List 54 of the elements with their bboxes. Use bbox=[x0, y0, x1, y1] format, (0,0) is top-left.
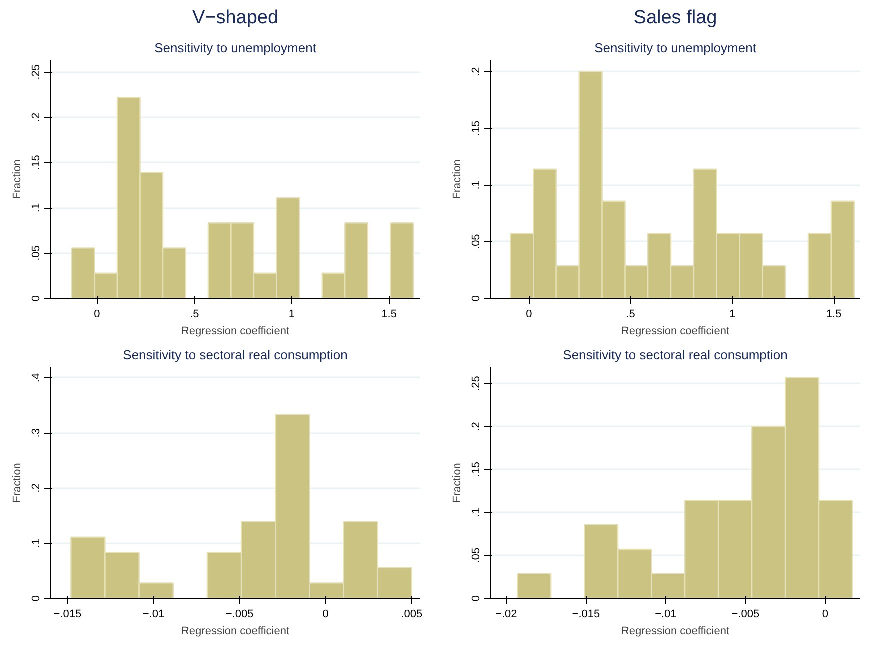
x-axis-title: Regression coefficient bbox=[181, 626, 290, 638]
y-tick-label: .05 bbox=[470, 548, 482, 564]
x-tick-label: 0 bbox=[94, 308, 100, 320]
y-tick-label: .1 bbox=[470, 180, 482, 190]
x-tick-label: .005 bbox=[401, 608, 423, 620]
x-tick-label: 1 bbox=[729, 308, 736, 320]
y-tick-label: 0 bbox=[30, 295, 42, 302]
x-axis-title: Regression coefficient bbox=[181, 326, 290, 338]
chart-subtitle: Sensitivity to unemployment bbox=[154, 40, 317, 56]
x-tick-label: −.01 bbox=[655, 608, 677, 620]
chart-subtitle: Sensitivity to unemployment bbox=[594, 40, 757, 56]
y-tick-label: .2 bbox=[470, 67, 482, 76]
chart-title: V−shaped bbox=[192, 8, 279, 28]
x-tick-label: .5 bbox=[626, 308, 636, 320]
y-tick-label: .2 bbox=[30, 484, 42, 493]
y-tick-label: .1 bbox=[30, 203, 42, 213]
x-tick-label: −.005 bbox=[732, 608, 760, 620]
y-tick-label: .4 bbox=[30, 373, 42, 383]
x-tick-label: −.015 bbox=[54, 608, 82, 620]
y-tick-label: .1 bbox=[30, 538, 42, 548]
y-tick-label: 0 bbox=[30, 595, 42, 602]
chart-subtitle: Sensitivity to sectoral real consumption bbox=[123, 348, 348, 362]
y-tick-label: .15 bbox=[470, 462, 482, 478]
y-axis-title: Fraction bbox=[12, 463, 24, 503]
y-tick-label: 0 bbox=[470, 295, 482, 302]
x-tick-label: 1 bbox=[288, 308, 296, 320]
x-tick-label: −.015 bbox=[572, 608, 600, 620]
y-tick-label: .15 bbox=[470, 120, 482, 136]
y-tick-label: 0 bbox=[470, 595, 482, 602]
x-tick-label: −.005 bbox=[226, 608, 254, 620]
y-tick-label: .2 bbox=[30, 112, 42, 122]
chart-title: Sales flag bbox=[634, 8, 718, 28]
y-tick-label: .25 bbox=[30, 64, 42, 80]
y-tick-label: .3 bbox=[30, 428, 42, 438]
x-tick-label: 1.5 bbox=[382, 308, 397, 320]
x-tick-label: −.01 bbox=[142, 608, 165, 620]
y-tick-label: .15 bbox=[30, 155, 42, 170]
x-tick-label: .5 bbox=[190, 308, 200, 320]
chart-subtitle: Sensitivity to sectoral real consumption bbox=[563, 348, 788, 362]
x-tick-label: 1.5 bbox=[826, 308, 842, 320]
x-tick-label: −.02 bbox=[496, 608, 518, 620]
y-tick-label: .1 bbox=[470, 508, 482, 518]
x-tick-label: 0 bbox=[526, 308, 532, 320]
y-tick-label: .05 bbox=[30, 246, 42, 261]
y-axis-title: Fraction bbox=[452, 463, 464, 503]
y-axis-title: Fraction bbox=[452, 160, 464, 200]
y-axis-title: Fraction bbox=[12, 160, 24, 200]
y-tick-label: .05 bbox=[470, 234, 482, 250]
y-tick-label: .2 bbox=[470, 422, 482, 432]
x-tick-label: 0 bbox=[322, 608, 329, 620]
y-tick-label: .25 bbox=[470, 376, 482, 392]
x-axis-title: Regression coefficient bbox=[621, 626, 730, 638]
x-tick-label: 0 bbox=[822, 608, 828, 620]
x-axis-title: Regression coefficient bbox=[621, 326, 730, 338]
